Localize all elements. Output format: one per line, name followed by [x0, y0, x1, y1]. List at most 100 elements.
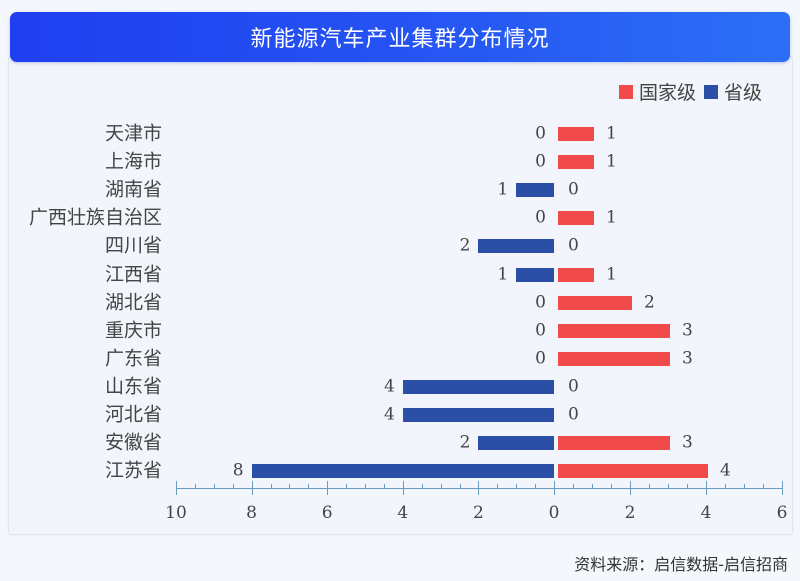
minor-tick	[422, 484, 423, 488]
value-label-national: 3	[682, 348, 693, 369]
bar-national[interactable]	[558, 211, 594, 226]
value-label-provincial: 8	[232, 460, 244, 481]
legend-item-provincial[interactable]: 省级	[703, 78, 762, 105]
minor-tick	[308, 484, 309, 488]
minor-tick	[649, 484, 650, 488]
minor-tick	[233, 484, 234, 488]
value-label-national: 1	[606, 123, 617, 144]
value-label-national: 0	[568, 404, 579, 425]
legend-swatch-red-icon	[618, 84, 633, 99]
minor-tick	[195, 484, 196, 488]
minor-tick	[611, 484, 612, 488]
title-bar: 新能源汽车产业集群分布情况	[10, 12, 790, 62]
minor-tick	[271, 484, 272, 488]
value-label-provincial: 1	[497, 179, 509, 200]
bar-provincial[interactable]	[516, 183, 554, 198]
legend-label: 国家级	[638, 82, 696, 104]
value-label-provincial: 0	[535, 151, 546, 172]
value-label-provincial: 0	[535, 292, 546, 313]
chart-title: 新能源汽车产业集群分布情况	[250, 27, 550, 52]
legend-item-national[interactable]: 国家级	[618, 78, 696, 105]
x-tick-label: 8	[246, 503, 258, 523]
minor-tick	[592, 484, 593, 488]
bar-provincial[interactable]	[478, 239, 554, 254]
major-tick	[252, 481, 253, 495]
minor-tick	[460, 484, 461, 488]
category-label: 四川省	[104, 234, 162, 257]
value-label-provincial: 0	[535, 320, 546, 341]
minor-tick	[441, 484, 442, 488]
category-label: 上海市	[104, 150, 162, 173]
major-tick	[327, 481, 328, 495]
bar-national[interactable]	[558, 323, 670, 338]
chart-panel	[8, 56, 793, 535]
x-tick-label: 0	[548, 503, 560, 523]
category-label: 天津市	[104, 122, 162, 145]
category-label: 湖南省	[104, 178, 162, 201]
x-tick-label: 6	[776, 503, 788, 523]
major-tick	[554, 481, 555, 495]
bar-national[interactable]	[558, 464, 708, 479]
value-label-provincial: 4	[383, 404, 395, 425]
minor-tick	[516, 484, 517, 488]
bar-provincial[interactable]	[251, 464, 554, 479]
x-axis-line	[176, 488, 782, 489]
bar-provincial[interactable]	[402, 379, 554, 394]
x-tick-label: 2	[624, 503, 636, 523]
value-label-provincial: 0	[535, 348, 546, 369]
minor-tick	[365, 484, 366, 488]
category-label: 河北省	[104, 403, 162, 426]
value-label-national: 0	[568, 376, 579, 397]
bar-provincial[interactable]	[516, 267, 554, 282]
x-tick-label: 10	[165, 503, 187, 523]
minor-tick	[763, 484, 764, 488]
category-label: 安徽省	[104, 431, 162, 454]
value-label-national: 1	[606, 264, 617, 284]
value-label-provincial: 2	[459, 235, 471, 256]
value-label-provincial: 1	[497, 264, 509, 284]
source-note: 资料来源：启信数据-启信招商	[574, 555, 788, 574]
legend-label: 省级	[723, 82, 762, 104]
major-tick	[706, 481, 707, 495]
minor-tick	[346, 484, 347, 488]
value-label-provincial: 2	[459, 432, 471, 453]
minor-tick	[687, 484, 688, 488]
category-label: 山东省	[104, 375, 162, 398]
bar-national[interactable]	[558, 127, 594, 141]
minor-tick	[573, 484, 574, 488]
value-label-national: 3	[682, 432, 693, 453]
value-label-national: 2	[644, 292, 655, 313]
x-tick-label: 4	[700, 503, 712, 523]
value-label-provincial: 4	[383, 376, 395, 397]
minor-tick	[668, 484, 669, 488]
minor-tick	[725, 484, 726, 488]
bar-national[interactable]	[558, 436, 670, 451]
x-tick-label: 4	[397, 503, 409, 523]
minor-tick	[289, 484, 290, 488]
value-label-provincial: 0	[535, 123, 546, 144]
x-tick-label: 6	[321, 503, 333, 523]
category-label: 广东省	[104, 347, 162, 370]
value-label-national: 1	[606, 151, 617, 172]
bar-national[interactable]	[558, 295, 632, 310]
major-tick	[782, 481, 783, 495]
minor-tick	[744, 484, 745, 488]
value-label-national: 3	[682, 320, 693, 341]
category-label: 重庆市	[104, 319, 162, 342]
category-label: 广西壮族自治区	[28, 206, 162, 229]
major-tick	[630, 481, 631, 495]
category-label: 江西省	[104, 263, 162, 285]
minor-tick	[214, 484, 215, 488]
bar-national[interactable]	[558, 155, 594, 170]
minor-tick	[497, 484, 498, 488]
bar-national[interactable]	[558, 351, 670, 366]
value-label-national: 4	[720, 460, 731, 481]
bar-provincial[interactable]	[478, 436, 554, 451]
bar-provincial[interactable]	[402, 408, 554, 422]
bar-national[interactable]	[558, 267, 594, 282]
minor-tick	[384, 484, 385, 488]
x-tick-label: 2	[472, 503, 484, 523]
value-label-provincial: 0	[535, 207, 546, 228]
major-tick	[176, 481, 177, 495]
